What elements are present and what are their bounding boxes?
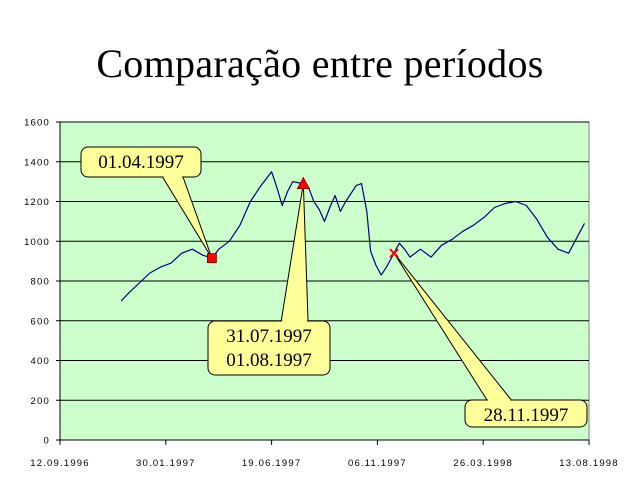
x-tick-label: 06.11.1997 bbox=[348, 458, 407, 469]
y-tick-label: 200 bbox=[31, 396, 50, 407]
marker-triangle bbox=[296, 176, 311, 190]
callout-label: 31.07.1997 bbox=[226, 326, 312, 347]
marker-x bbox=[389, 248, 399, 258]
chart-title: Comparação entre períodos bbox=[96, 41, 544, 86]
x-tick-label: 30.01.1997 bbox=[136, 458, 196, 469]
x-tick-label: 13.08.1998 bbox=[559, 458, 619, 469]
callout-label: 28.11.1997 bbox=[484, 405, 569, 426]
y-tick-label: 800 bbox=[31, 277, 50, 288]
y-tick-label: 1200 bbox=[24, 197, 50, 208]
x-tick-label: 12.09.1996 bbox=[30, 458, 90, 469]
callout-label: 01.08.1997 bbox=[226, 350, 312, 371]
y-tick-label: 1600 bbox=[24, 118, 50, 129]
marker-square bbox=[206, 253, 217, 264]
y-tick-label: 1400 bbox=[24, 157, 50, 168]
y-tick-label: 0 bbox=[44, 436, 50, 447]
x-tick-label: 26.03.1998 bbox=[453, 458, 513, 469]
x-tick-label: 19.06.1997 bbox=[242, 458, 302, 469]
y-tick-label: 600 bbox=[31, 316, 50, 327]
callout-box bbox=[207, 320, 331, 376]
y-tick-label: 1000 bbox=[24, 237, 50, 248]
callout: 01.04.1997 bbox=[80, 146, 213, 259]
callout-box bbox=[464, 399, 588, 428]
callout: 28.11.1997 bbox=[393, 252, 588, 428]
callout-box bbox=[80, 146, 202, 178]
y-tick-label: 400 bbox=[31, 356, 50, 367]
callout: 31.07.1997 01.08.1997 bbox=[207, 183, 331, 376]
callout-label: 01.04.1997 bbox=[98, 152, 184, 173]
